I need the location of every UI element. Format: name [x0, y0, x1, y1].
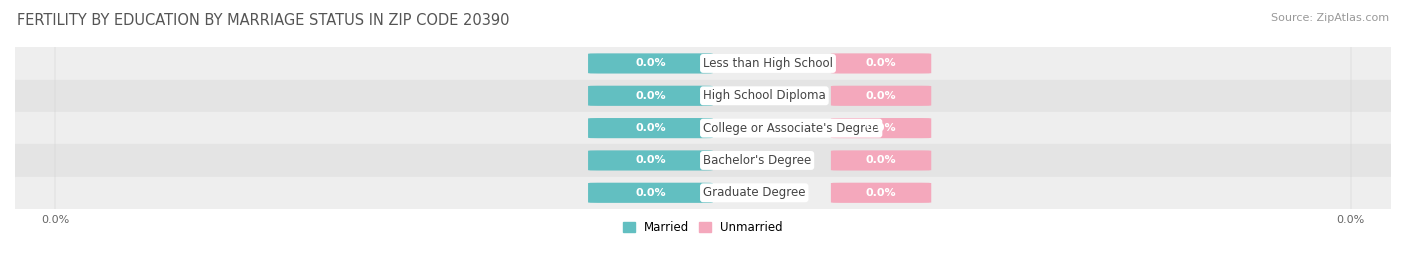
Text: 0.0%: 0.0%: [636, 155, 665, 165]
FancyBboxPatch shape: [588, 118, 713, 138]
Text: FERTILITY BY EDUCATION BY MARRIAGE STATUS IN ZIP CODE 20390: FERTILITY BY EDUCATION BY MARRIAGE STATU…: [17, 13, 509, 29]
FancyBboxPatch shape: [831, 86, 931, 106]
Text: Source: ZipAtlas.com: Source: ZipAtlas.com: [1271, 13, 1389, 23]
Text: College or Associate's Degree: College or Associate's Degree: [703, 122, 879, 134]
FancyBboxPatch shape: [831, 183, 931, 203]
Text: 0.0%: 0.0%: [636, 123, 665, 133]
Bar: [15, 80, 1391, 112]
FancyBboxPatch shape: [831, 53, 931, 73]
Text: 0.0%: 0.0%: [636, 58, 665, 68]
Text: 0.0%: 0.0%: [866, 58, 897, 68]
Bar: [15, 144, 1391, 177]
Text: Graduate Degree: Graduate Degree: [703, 186, 806, 199]
FancyBboxPatch shape: [831, 118, 931, 138]
Text: 0.0%: 0.0%: [866, 155, 897, 165]
FancyBboxPatch shape: [588, 53, 713, 73]
Text: Less than High School: Less than High School: [703, 57, 832, 70]
Legend: Married, Unmarried: Married, Unmarried: [619, 216, 787, 239]
Text: 0.0%: 0.0%: [866, 123, 897, 133]
Text: High School Diploma: High School Diploma: [703, 89, 825, 102]
Bar: [15, 112, 1391, 144]
Bar: [15, 177, 1391, 209]
FancyBboxPatch shape: [831, 150, 931, 171]
FancyBboxPatch shape: [588, 183, 713, 203]
Text: 0.0%: 0.0%: [866, 188, 897, 198]
Text: 0.0%: 0.0%: [636, 188, 665, 198]
Text: Bachelor's Degree: Bachelor's Degree: [703, 154, 811, 167]
FancyBboxPatch shape: [588, 150, 713, 171]
Bar: [15, 47, 1391, 80]
FancyBboxPatch shape: [588, 86, 713, 106]
Text: 0.0%: 0.0%: [866, 91, 897, 101]
Text: 0.0%: 0.0%: [636, 91, 665, 101]
